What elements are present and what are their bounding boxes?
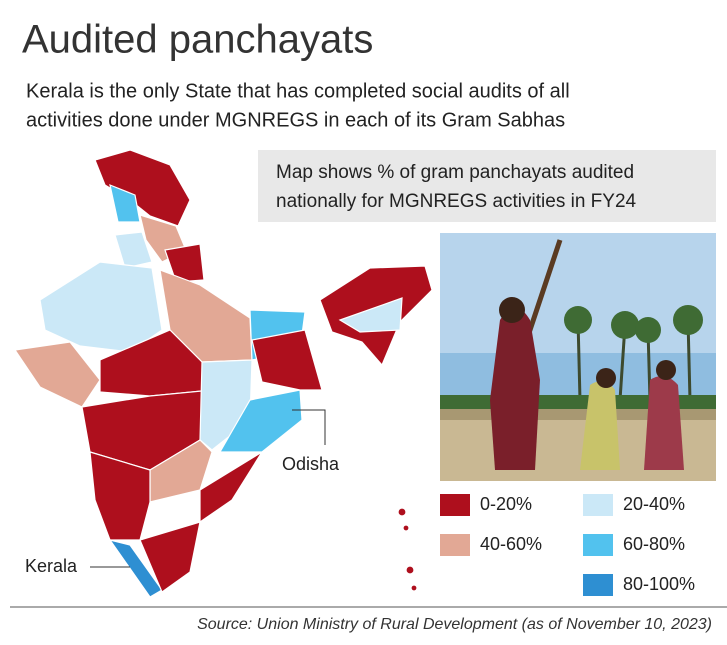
region xyxy=(218,389,303,453)
region xyxy=(114,231,153,269)
island xyxy=(410,584,418,592)
legend-swatch xyxy=(440,534,470,556)
leader-line xyxy=(292,409,326,445)
region xyxy=(13,341,101,408)
legend-label: 60-80% xyxy=(623,534,685,554)
legend-swatch xyxy=(583,494,613,516)
photo xyxy=(440,233,716,481)
region xyxy=(39,261,163,353)
legend: 0-20% 20-40% 40-60% 60-80% 80-100% xyxy=(440,494,695,596)
island xyxy=(397,507,407,517)
region xyxy=(338,297,403,333)
legend-swatch xyxy=(440,494,470,516)
region xyxy=(251,329,323,391)
map-label: Odisha xyxy=(282,454,340,474)
region xyxy=(109,184,141,223)
island xyxy=(405,565,415,575)
subtitle-line: activities done under MGNREGS in each of… xyxy=(26,109,565,131)
legend-label: 0-20% xyxy=(480,494,532,514)
legend-swatch xyxy=(583,534,613,556)
legend-label: 40-60% xyxy=(480,534,542,554)
title: Audited panchayats xyxy=(22,18,373,62)
region xyxy=(199,451,263,524)
map-label: Kerala xyxy=(25,556,78,576)
subtitle-line: Kerala is the only State that has comple… xyxy=(26,80,570,102)
note-line: Map shows % of gram panchayats audited xyxy=(276,162,634,183)
region xyxy=(139,521,201,593)
source: Source: Union Ministry of Rural Developm… xyxy=(197,616,712,633)
note-line: nationally for MGNREGS activities in FY2… xyxy=(276,191,637,212)
legend-swatch xyxy=(583,574,613,596)
note-box xyxy=(258,150,716,222)
island xyxy=(402,524,410,532)
india-map xyxy=(13,149,433,598)
legend-label: 80-100% xyxy=(623,574,695,594)
region xyxy=(164,243,205,283)
legend-label: 20-40% xyxy=(623,494,685,514)
region xyxy=(94,149,191,227)
